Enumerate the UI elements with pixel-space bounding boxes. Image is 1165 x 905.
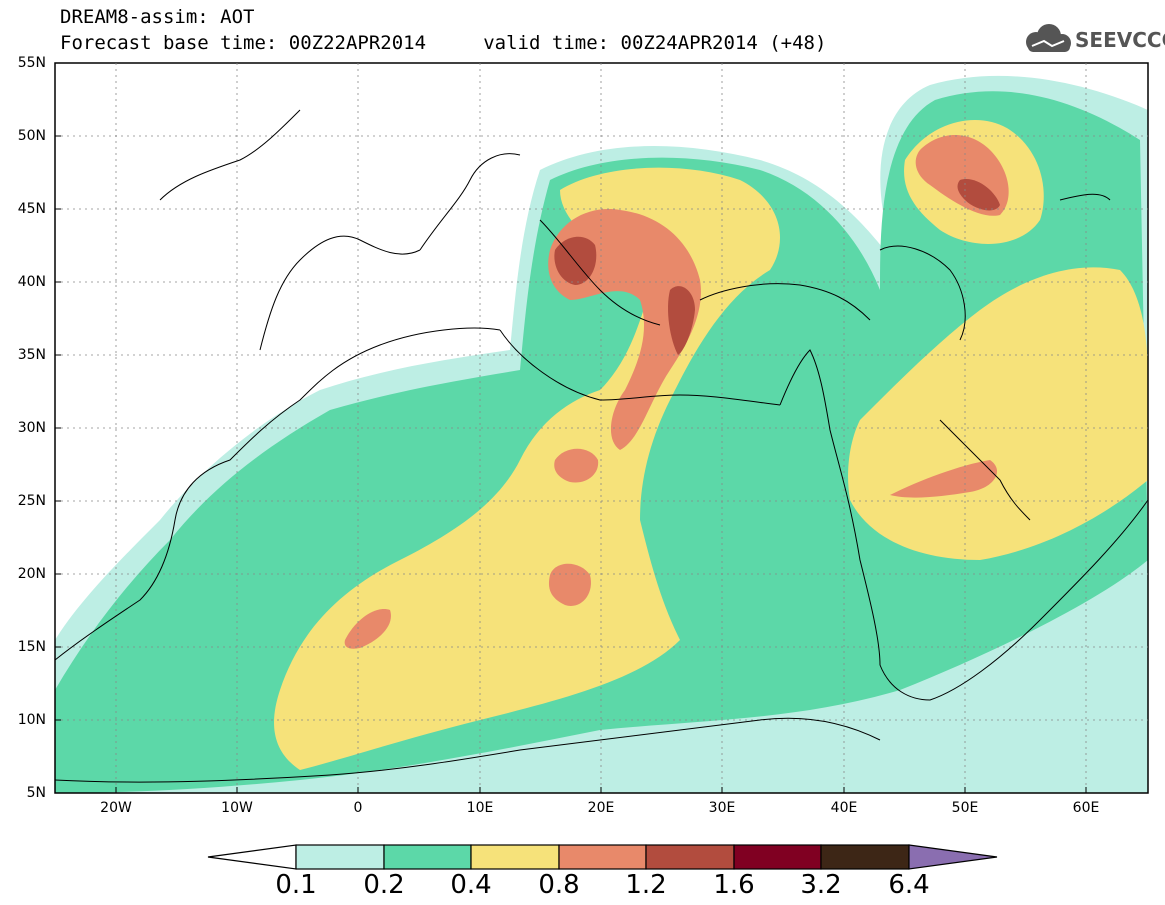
lon-label: 50E [951, 800, 979, 816]
lon-label: 10E [466, 800, 494, 816]
lon-label: 20E [587, 800, 615, 816]
colorbar-label: 0.2 [363, 870, 405, 900]
lat-label: 30N [17, 420, 46, 436]
lat-label: 50N [17, 128, 46, 144]
coastlines [55, 109, 1148, 783]
lat-label: 25N [17, 493, 46, 509]
aot-contour-0.8-c [344, 609, 391, 649]
colorbar-label: 0.8 [538, 870, 580, 900]
colorbar-label: 0.4 [450, 870, 492, 900]
cloud-logo-icon [1026, 24, 1071, 52]
lon-label: 10W [221, 800, 253, 816]
aot-contour-0.8-f [554, 448, 599, 483]
colorbar-label: 1.2 [625, 870, 667, 900]
aot-contour-1.2-b [667, 286, 695, 355]
map-title: DREAM8-assim: AOT [60, 6, 255, 28]
colorbar-label: 0.1 [275, 870, 317, 900]
aot-contour-0.8-e [890, 460, 998, 498]
forecast-time-subtitle: Forecast base time: 00Z22APR2014 valid t… [60, 32, 827, 54]
lon-label: 40E [830, 800, 858, 816]
lat-label: 35N [17, 347, 46, 363]
lat-label: 45N [17, 201, 46, 217]
lon-label: 60E [1072, 800, 1100, 816]
lat-label: 40N [17, 274, 46, 290]
lat-label: 5N [26, 785, 46, 801]
graticule [55, 63, 1148, 793]
lat-label: 15N [17, 639, 46, 655]
colorbar-label: 6.4 [888, 870, 930, 900]
lon-label: 30E [708, 800, 736, 816]
lat-label: 20N [17, 566, 46, 582]
lat-label: 10N [17, 712, 46, 728]
lon-label: 0 [353, 800, 363, 816]
colorbar-label: 3.2 [800, 870, 842, 900]
lon-label: 20W [100, 800, 132, 816]
axis-ticks [55, 135, 1087, 793]
aot-contour-1.2-c [957, 179, 1000, 211]
logo-text: SEEVCCC [1075, 28, 1165, 52]
colorbar-label: 1.6 [713, 870, 755, 900]
lat-label: 55N [17, 55, 46, 71]
